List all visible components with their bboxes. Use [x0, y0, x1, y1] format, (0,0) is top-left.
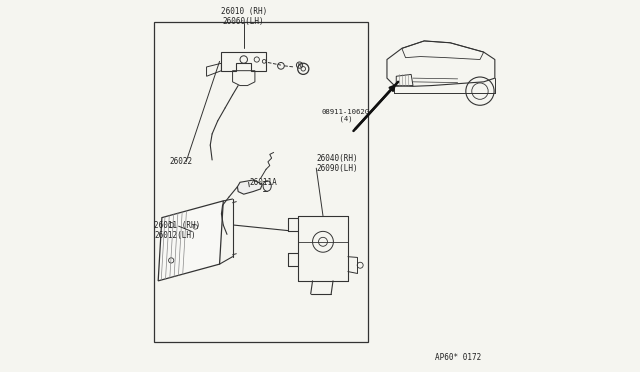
Polygon shape	[237, 180, 262, 194]
Text: N: N	[298, 62, 301, 68]
Text: 26022: 26022	[170, 157, 193, 166]
Text: 26011A: 26011A	[250, 178, 277, 187]
Polygon shape	[158, 201, 223, 281]
Text: AP60* 0172: AP60* 0172	[435, 353, 481, 362]
Text: 26010 (RH)
26060(LH): 26010 (RH) 26060(LH)	[221, 7, 267, 26]
Bar	[154, 22, 369, 342]
Text: 08911-1062G
    (4): 08911-1062G (4)	[322, 109, 370, 122]
Text: 26040(RH)
26090(LH): 26040(RH) 26090(LH)	[316, 154, 358, 173]
Text: 26011 (RH)
26012(LH): 26011 (RH) 26012(LH)	[154, 221, 201, 240]
Ellipse shape	[263, 181, 271, 191]
